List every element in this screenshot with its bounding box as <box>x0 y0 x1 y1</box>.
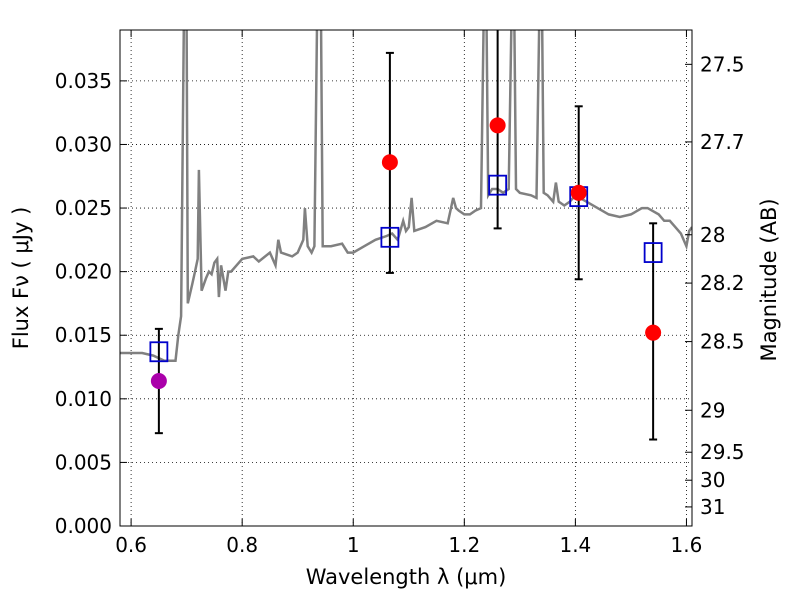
model-flux-square <box>380 226 400 248</box>
y2-tick-label: 29 <box>700 398 725 422</box>
y2-tick-label: 27.7 <box>700 130 745 154</box>
y-axis-label: Flux Fν ( μJy ) <box>9 207 33 350</box>
x-tick-label: 1.4 <box>559 533 591 557</box>
observed-flux-point <box>381 154 398 171</box>
y-tick-label: 0.025 <box>55 196 112 220</box>
y2-tick-label: 27.5 <box>700 52 745 76</box>
plot-frame <box>119 29 693 527</box>
observed-flux-point <box>645 324 662 341</box>
x-tick-label: 1.2 <box>448 533 480 557</box>
y-tick-label: 0.000 <box>55 514 112 538</box>
y2-tick-label: 31 <box>700 495 725 519</box>
y-tick-label: 0.035 <box>55 69 112 93</box>
spectrum-line <box>120 30 692 362</box>
y-tick-label: 0.015 <box>55 323 112 347</box>
y2-tick-label: 28.2 <box>700 271 745 295</box>
plot-area <box>120 30 692 441</box>
observed-flux-point <box>150 373 167 390</box>
model-flux-square <box>643 242 663 263</box>
observed-flux-point <box>489 117 506 134</box>
axis-ticks: 0.6 0.8 1 1.2 1.4 1.6 0.000 0.005 0.010 0.015 0.02… <box>55 30 745 557</box>
y-tick-label: 0.010 <box>55 387 112 411</box>
x-axis-label: Wavelength λ (μm) <box>306 565 507 589</box>
y2-tick-label: 30 <box>700 468 725 492</box>
model-flux-square <box>149 341 169 363</box>
y2-tick-label: 28 <box>700 223 725 247</box>
model-flux-square <box>488 174 508 196</box>
x-tick-label: 0.6 <box>115 533 147 557</box>
observed-flux-point <box>570 184 587 201</box>
y2-axis-label: Magnitude (AB) <box>757 198 781 361</box>
x-tick-label: 1.6 <box>671 533 703 557</box>
y2-tick-label: 29.5 <box>700 440 745 464</box>
x-tick-label: 1 <box>347 533 360 557</box>
y-tick-label: 0.020 <box>55 260 112 284</box>
y-tick-label: 0.030 <box>55 132 112 156</box>
y-tick-label: 0.005 <box>55 450 112 474</box>
x-tick-label: 0.8 <box>226 533 258 557</box>
y2-tick-label: 28.5 <box>700 330 745 354</box>
